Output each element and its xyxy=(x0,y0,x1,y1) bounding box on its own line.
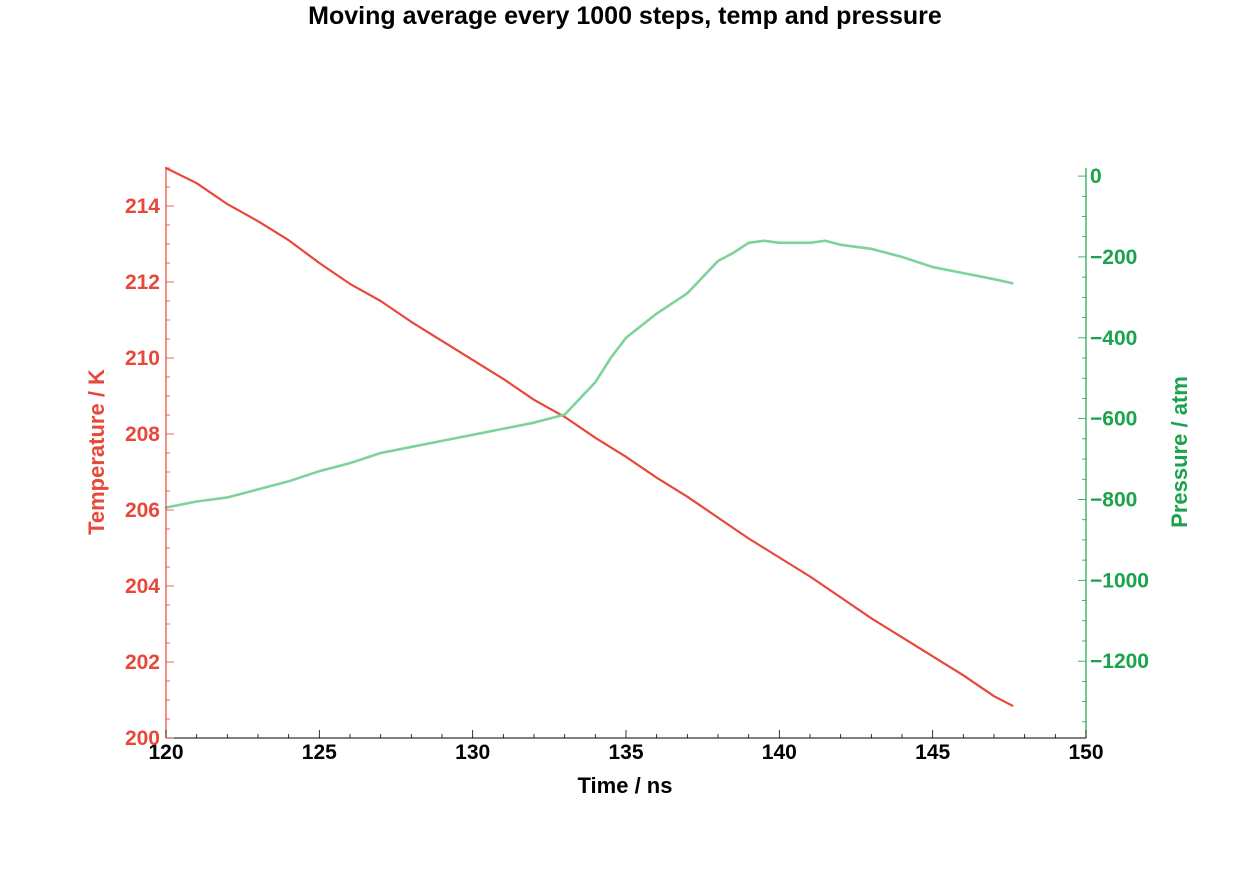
y-right-tick-label: 0 xyxy=(1090,165,1102,188)
y-right-tick-label: −800 xyxy=(1090,488,1137,511)
y-left-axis-title: Temperature / K xyxy=(84,369,109,535)
y-right-tick-label: −400 xyxy=(1090,327,1137,350)
pressure-series-line xyxy=(164,239,1014,509)
y-left-tick-label: 212 xyxy=(125,271,160,294)
axes-layer: 120 125 130 135 140 145 150 200 202 204 206 208 210 2… xyxy=(125,165,1149,764)
y-right-tick-label: −200 xyxy=(1090,246,1137,269)
y-left-tick-label: 204 xyxy=(125,575,160,598)
y-right-tick-label: −600 xyxy=(1090,408,1137,431)
y-left-tick-label: 214 xyxy=(125,195,160,218)
y-right-axis-title: Pressure / atm xyxy=(1167,376,1192,528)
series-layer xyxy=(164,166,1014,707)
chart-title: Moving average every 1000 steps, temp an… xyxy=(308,2,942,30)
x-tick-label: 150 xyxy=(1068,741,1103,764)
y-left-tick-label: 206 xyxy=(125,499,160,522)
y-left-tick-label: 202 xyxy=(125,651,160,674)
x-tick-label: 130 xyxy=(455,741,490,764)
y-right-tick-label: −1200 xyxy=(1090,650,1149,673)
x-tick-label: 135 xyxy=(608,741,643,764)
y-left-tick-label: 200 xyxy=(125,727,160,750)
x-tick-label: 120 xyxy=(148,741,183,764)
x-axis-title: Time / ns xyxy=(578,773,673,798)
x-tick-label: 140 xyxy=(762,741,797,764)
y-right-tick-label: −1000 xyxy=(1090,569,1149,592)
y-left-tick-label: 210 xyxy=(125,347,160,370)
x-tick-label: 125 xyxy=(302,741,337,764)
temperature-series-line xyxy=(164,166,1014,707)
x-tick-label: 145 xyxy=(915,741,950,764)
y-left-tick-label: 208 xyxy=(125,423,160,446)
